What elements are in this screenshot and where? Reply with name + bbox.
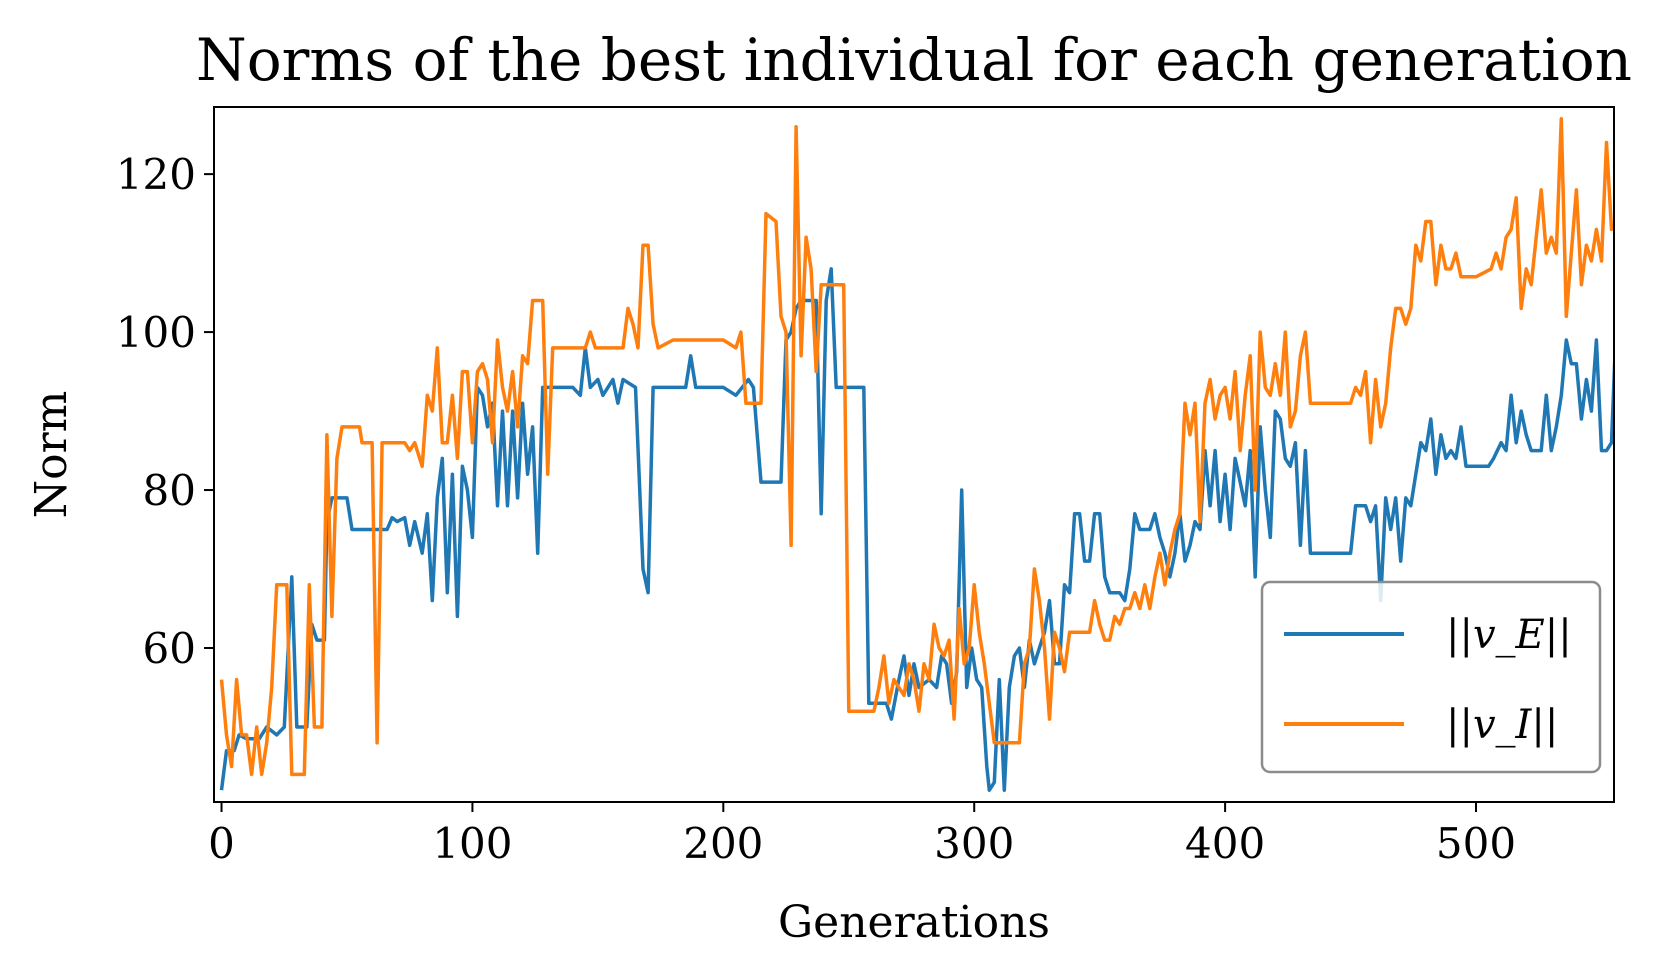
series-layer xyxy=(219,117,1614,792)
chart-title: Norms of the best individual for each ge… xyxy=(196,26,1632,94)
x-tick-label: 0 xyxy=(208,819,235,868)
x-tick-label: 400 xyxy=(1185,819,1265,868)
x-axis-label: Generations xyxy=(778,897,1050,948)
y-tick-label: 100 xyxy=(116,308,196,357)
plot-area-frame xyxy=(213,106,1615,803)
legend-label: ||v_E|| xyxy=(1446,612,1572,658)
series-line-v-i xyxy=(219,117,1614,777)
y-axis-label: Norm xyxy=(26,391,77,519)
x-tick-label: 300 xyxy=(934,819,1014,868)
y-tick-label: 80 xyxy=(143,466,196,515)
y-tick-label: 60 xyxy=(143,624,196,673)
x-tick-label: 500 xyxy=(1436,819,1516,868)
ticks-layer: 0 100 200 300 400 500 60 80 100 120 xyxy=(116,150,1516,868)
legend-label: ||v_I|| xyxy=(1446,702,1558,748)
x-tick-label: 100 xyxy=(432,819,512,868)
y-tick-label: 120 xyxy=(116,150,196,199)
legend: ||v_E|| ||v_I|| xyxy=(1260,580,1602,774)
x-tick-label: 200 xyxy=(683,819,763,868)
